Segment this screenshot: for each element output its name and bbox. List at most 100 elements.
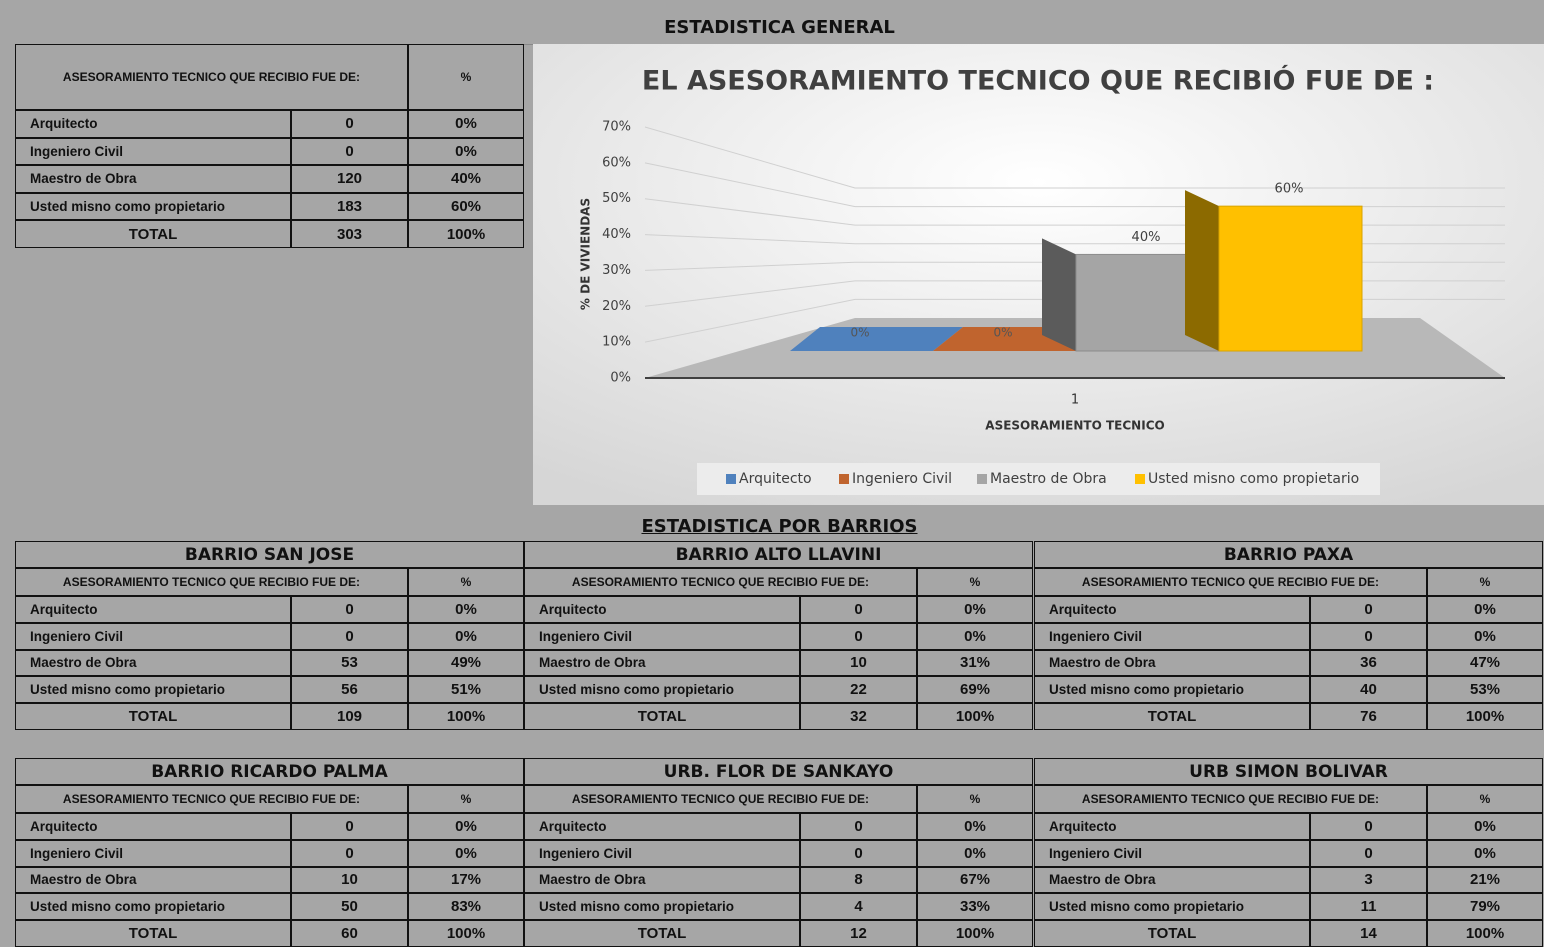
cell-value: 0: [291, 813, 408, 840]
row-label: Maestro de Obra: [15, 649, 291, 677]
cell-value: 0: [291, 839, 408, 867]
cell-value: 0: [1310, 813, 1427, 840]
cell-value: 0%: [1427, 813, 1543, 840]
cell-value: 36: [1310, 649, 1427, 677]
cell-value: 40: [1310, 676, 1427, 704]
y-tick-label: 70%: [602, 120, 631, 135]
cell-value: 0: [800, 622, 917, 650]
cell-value: 21%: [1427, 866, 1543, 894]
cell-value: 0%: [1427, 596, 1543, 623]
cell-value: 100%: [408, 220, 524, 248]
cell-value: 8: [800, 866, 917, 894]
y-tick-label: 60%: [602, 155, 631, 170]
column-header: ASESORAMIENTO TECNICO QUE RECIBIO FUE DE…: [15, 44, 408, 110]
row-label: Arquitecto: [15, 596, 291, 623]
row-label: Ingeniero Civil: [1034, 622, 1310, 650]
y-tick-label: 50%: [602, 191, 631, 206]
cell-value: 183: [291, 192, 408, 221]
row-label: TOTAL: [1034, 920, 1310, 947]
cell-value: 0: [800, 596, 917, 623]
cell-value: 0%: [408, 110, 524, 138]
legend-label: Usted misno como propietario: [1148, 471, 1359, 487]
column-header: %: [917, 568, 1033, 596]
row-label: Usted misno como propietario: [524, 893, 800, 921]
cell-value: 0: [291, 622, 408, 650]
cell-value: 83%: [408, 893, 524, 921]
row-label: Ingeniero Civil: [15, 137, 291, 166]
data-label: 40%: [1132, 230, 1161, 245]
cell-value: 50: [291, 893, 408, 921]
row-label: Usted misno como propietario: [1034, 676, 1310, 704]
row-label: Maestro de Obra: [1034, 866, 1310, 894]
row-label: Usted misno como propietario: [1034, 893, 1310, 921]
column-header: ASESORAMIENTO TECNICO QUE RECIBIO FUE DE…: [1034, 568, 1427, 596]
cell-value: 40%: [408, 165, 524, 193]
cell-value: 22: [800, 676, 917, 704]
cell-value: 10: [800, 649, 917, 677]
cell-value: 100%: [917, 920, 1033, 947]
data-label: 60%: [1275, 182, 1304, 197]
column-header: %: [408, 785, 524, 813]
grid-line: [644, 126, 1505, 189]
cell-value: 49%: [408, 649, 524, 677]
cell-value: 0: [1310, 622, 1427, 650]
table-title: BARRIO ALTO LLAVINI: [524, 541, 1033, 568]
cell-value: 0%: [408, 622, 524, 650]
row-label: TOTAL: [524, 703, 800, 730]
row-label: Maestro de Obra: [524, 866, 800, 894]
legend-label: Ingeniero Civil: [852, 471, 952, 487]
data-label: 0%: [850, 326, 869, 340]
row-label: Usted misno como propietario: [15, 192, 291, 221]
cell-value: 0%: [1427, 622, 1543, 650]
x-axis-label: ASESORAMIENTO TECNICO: [985, 419, 1164, 433]
row-label: TOTAL: [15, 220, 291, 248]
bar: [790, 327, 963, 351]
y-tick-label: 40%: [602, 227, 631, 242]
cell-value: 0%: [408, 839, 524, 867]
row-label: Usted misno como propietario: [15, 893, 291, 921]
cell-value: 32: [800, 703, 917, 730]
page-title: ESTADISTICA GENERAL: [15, 12, 1544, 45]
y-tick-label: 0%: [610, 371, 631, 386]
legend-box: [697, 463, 1380, 495]
row-label: TOTAL: [15, 703, 291, 730]
legend-swatch: [839, 474, 849, 484]
row-label: TOTAL: [15, 920, 291, 947]
cell-value: 51%: [408, 676, 524, 704]
row-label: Ingeniero Civil: [15, 839, 291, 867]
cell-value: 12: [800, 920, 917, 947]
bar: [1218, 205, 1363, 352]
column-header: ASESORAMIENTO TECNICO QUE RECIBIO FUE DE…: [1034, 785, 1427, 813]
x-tick-label: 1: [1071, 393, 1079, 408]
cell-value: 0%: [408, 596, 524, 623]
cell-value: 53%: [1427, 676, 1543, 704]
cell-value: 53: [291, 649, 408, 677]
row-label: Ingeniero Civil: [1034, 839, 1310, 867]
row-label: Ingeniero Civil: [15, 622, 291, 650]
column-header: ASESORAMIENTO TECNICO QUE RECIBIO FUE DE…: [15, 568, 408, 596]
column-header: ASESORAMIENTO TECNICO QUE RECIBIO FUE DE…: [524, 568, 917, 596]
cell-value: 47%: [1427, 649, 1543, 677]
cell-value: 100%: [917, 703, 1033, 730]
chart-title: EL ASESORAMIENTO TECNICO QUE RECIBIÓ FUE…: [642, 65, 1434, 97]
cell-value: 0: [1310, 596, 1427, 623]
cell-value: 11: [1310, 893, 1427, 921]
cell-value: 0: [291, 137, 408, 166]
cell-value: 67%: [917, 866, 1033, 894]
cell-value: 0: [1310, 839, 1427, 867]
row-label: Maestro de Obra: [524, 649, 800, 677]
cell-value: 100%: [408, 703, 524, 730]
cell-value: 76: [1310, 703, 1427, 730]
column-header: %: [1427, 568, 1543, 596]
cell-value: 0%: [1427, 839, 1543, 867]
legend-label: Maestro de Obra: [990, 471, 1107, 487]
legend-label: Arquitecto: [739, 471, 812, 487]
column-header: ASESORAMIENTO TECNICO QUE RECIBIO FUE DE…: [524, 785, 917, 813]
cell-value: 3: [1310, 866, 1427, 894]
row-label: Arquitecto: [1034, 596, 1310, 623]
cell-value: 31%: [917, 649, 1033, 677]
table-title: BARRIO RICARDO PALMA: [15, 758, 524, 785]
row-label: Maestro de Obra: [15, 165, 291, 193]
column-header: %: [917, 785, 1033, 813]
row-label: Maestro de Obra: [15, 866, 291, 894]
